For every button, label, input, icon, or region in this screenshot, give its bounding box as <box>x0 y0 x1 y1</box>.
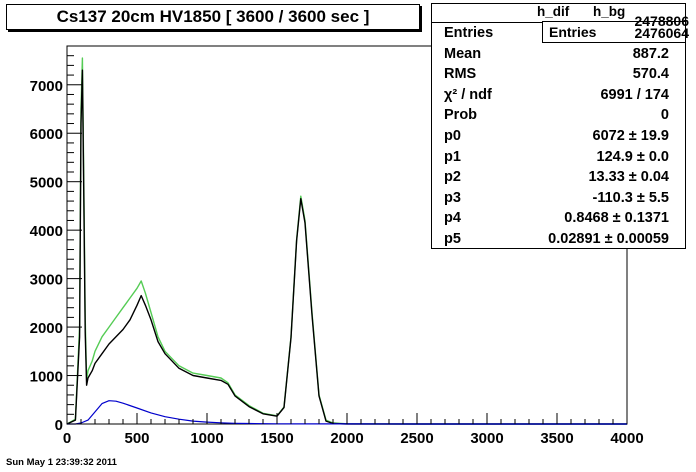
stats-key: Entries <box>444 25 494 41</box>
stats-key: χ² / ndf <box>444 86 492 103</box>
stats-key: p1 <box>444 148 461 165</box>
stats-key: p4 <box>444 210 461 227</box>
stats-value: -110.3 ± 5.5 <box>592 189 670 206</box>
stats-value: 0 <box>660 107 669 124</box>
stats-key: RMS <box>444 66 477 83</box>
stats-value: 13.33 ± 0.04 <box>588 169 669 186</box>
stats-row-7: p2 13.33 ± 0.04 <box>444 169 669 189</box>
stats-key: p5 <box>444 231 461 247</box>
x-tick-label: 0 <box>63 430 71 447</box>
stats-key: p0 <box>444 128 461 144</box>
stats-row-4: Prob 0 <box>444 107 669 127</box>
stats-value: 0.8468 ± 0.1371 <box>564 210 669 227</box>
x-tick-label: 2000 <box>330 430 363 447</box>
stats-row-9: p4 0.8468 ± 0.1371 <box>444 210 669 230</box>
y-tick-label: 7000 <box>30 78 63 95</box>
y-tick-label: 0 <box>55 417 63 434</box>
stats-row-0: Entries <box>444 25 669 45</box>
y-tick-label: 5000 <box>30 175 63 192</box>
background-entries-box: Entries 2478806 2476064 <box>542 13 689 43</box>
x-tick-label: 3000 <box>470 430 503 447</box>
stats-row-3: χ² / ndf 6991 / 174 <box>444 87 669 107</box>
background-entries-value: 2478806 <box>634 13 689 29</box>
background-entries-value-overlap: 2476064 <box>634 25 689 41</box>
stats-row-10: p5 0.02891 ± 0.00059 <box>444 231 669 251</box>
stats-row-1: Mean 887.2 <box>444 46 669 66</box>
background-entries-label: Entries <box>549 24 597 40</box>
y-tick-label: 1000 <box>30 369 63 386</box>
stats-value: 6072 ± 19.9 <box>592 128 670 144</box>
stats-value: 570.4 <box>632 66 669 83</box>
stats-row-5: p0 6072 ± 19.9 <box>444 128 669 148</box>
timestamp-footer: Sun May 1 23:39:32 2011 <box>6 457 117 468</box>
stats-key: p2 <box>444 169 461 186</box>
x-tick-label: 1000 <box>190 430 223 447</box>
stats-key: Prob <box>444 107 478 124</box>
stats-histogram-name: h_dif <box>537 4 570 19</box>
x-tick-label: 2500 <box>400 430 433 447</box>
x-tick-label: 500 <box>124 430 149 447</box>
stats-value: 0.02891 ± 0.00059 <box>548 231 669 247</box>
axes: 0 500 1000 1500 2000 2500 3000 3500 4000 0 1000 200… <box>30 45 644 447</box>
y-tick-label: 4000 <box>30 223 63 240</box>
x-tick-label: 1500 <box>260 430 293 447</box>
y-tick-label: 2000 <box>30 320 63 337</box>
stats-row-2: RMS 570.4 <box>444 66 669 86</box>
stats-background-name: h_bg <box>593 4 626 19</box>
y-tick-label: 3000 <box>30 272 63 289</box>
stats-row-6: p1 124.9 ± 0.0 <box>444 149 669 169</box>
series-difference-line <box>66 69 627 425</box>
x-tick-label: 4000 <box>610 430 643 447</box>
stats-value: 6991 / 174 <box>600 86 669 103</box>
y-tick-label: 6000 <box>30 126 63 143</box>
x-tick-label: 3500 <box>540 430 573 447</box>
stats-box: h_dif h_bg Entries 2478806 2476064 Entri… <box>431 3 689 251</box>
stats-row-8: p3 -110.3 ± 5.5 <box>444 190 669 210</box>
chart-title: Cs137 20cm HV1850 [ 3600 / 3600 sec ] <box>6 4 420 30</box>
stats-value: 124.9 ± 0.0 <box>596 148 669 165</box>
stats-value: 887.2 <box>632 45 669 62</box>
stats-key: Mean <box>444 45 482 62</box>
stats-key: p3 <box>444 189 461 206</box>
